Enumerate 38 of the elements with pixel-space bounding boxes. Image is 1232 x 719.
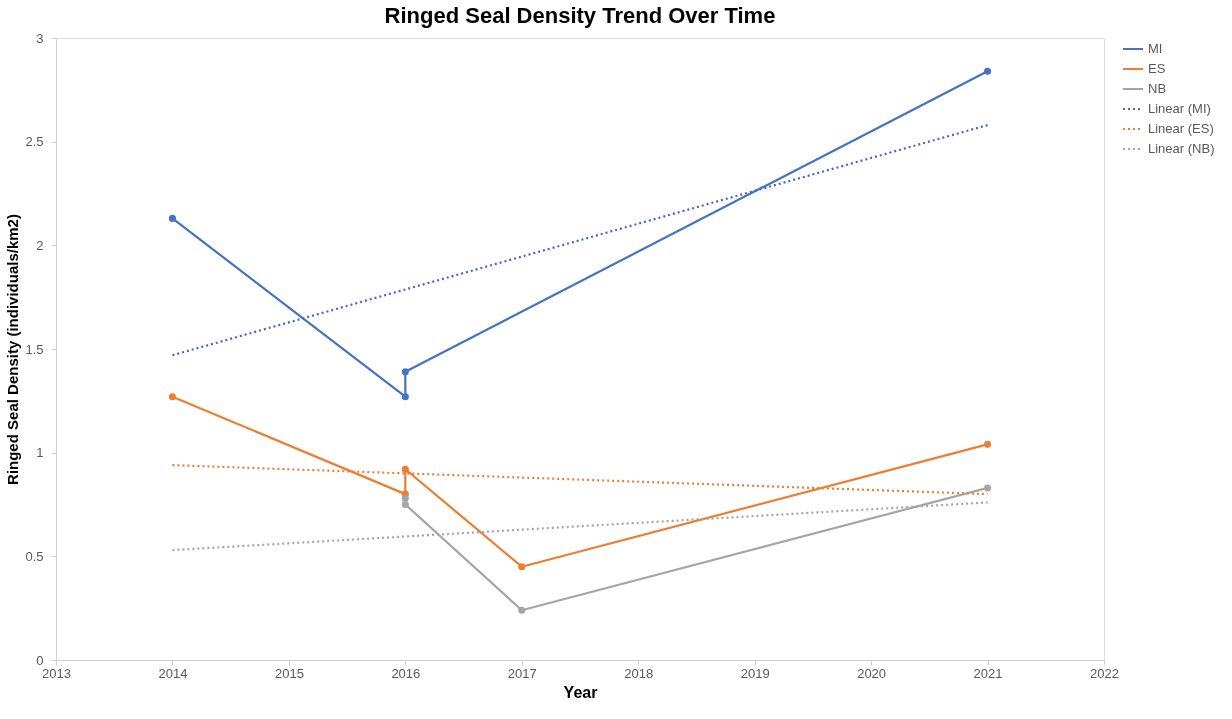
point <box>401 368 409 376</box>
x-tick-label: 2014 <box>158 665 188 681</box>
y-tick-label: 0 <box>36 652 44 668</box>
point <box>518 606 526 614</box>
chart-title: Ringed Seal Density Trend Over Time <box>384 3 776 28</box>
legend-label: NB <box>1148 81 1167 96</box>
x-tick-label: 2020 <box>857 665 887 681</box>
y-tick-label: 0.5 <box>25 548 44 564</box>
y-tick-label: 2 <box>36 237 44 253</box>
x-tick-label: 2017 <box>507 665 537 681</box>
point <box>518 563 526 571</box>
point <box>168 393 176 401</box>
legend-label: Linear (ES) <box>1148 121 1214 136</box>
x-tick-label: 2016 <box>391 665 421 681</box>
point <box>168 214 176 222</box>
y-tick-label: 1.5 <box>25 341 44 357</box>
point <box>401 494 409 502</box>
legend-label: MI <box>1148 41 1163 56</box>
point <box>401 393 409 401</box>
point <box>984 484 992 492</box>
y-tick-label: 3 <box>36 30 44 46</box>
legend-label: Linear (NB) <box>1148 141 1215 156</box>
y-axis-title: Ringed Seal Density (individuals/km2) <box>4 214 22 485</box>
point <box>401 465 409 473</box>
x-tick-label: 2018 <box>624 665 654 681</box>
point <box>984 440 992 448</box>
x-tick-label: 2022 <box>1090 665 1119 681</box>
y-tick-label: 2.5 <box>25 134 44 150</box>
legend-label: ES <box>1148 61 1166 76</box>
x-tick-label: 2021 <box>973 665 1003 681</box>
x-tick-label: 2015 <box>274 665 304 681</box>
legend-label: Linear (MI) <box>1148 101 1211 116</box>
x-tick-label: 2019 <box>740 665 770 681</box>
point <box>984 67 992 75</box>
point <box>401 500 409 509</box>
x-axis-title: Year <box>563 683 598 701</box>
x-tick-label: 2013 <box>42 665 71 681</box>
y-tick-label: 1 <box>36 445 44 461</box>
